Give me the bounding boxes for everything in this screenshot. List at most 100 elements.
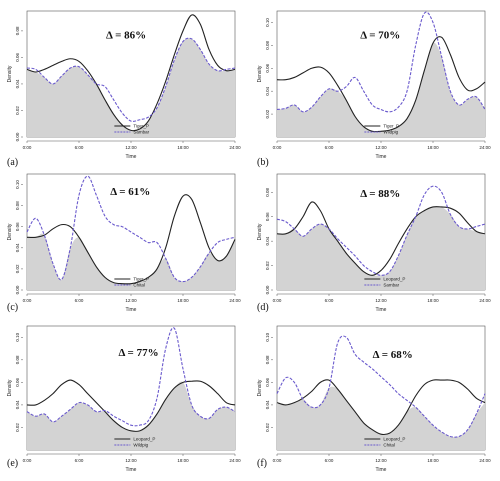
x-tick-label: 0:00 xyxy=(273,145,282,150)
x-tick-label: 18:00 xyxy=(177,298,189,303)
x-tick-label: 0:00 xyxy=(23,298,32,303)
panel-label: (d) xyxy=(257,302,269,313)
y-axis-title: Density xyxy=(7,223,13,240)
legend-entry: Tiger_P xyxy=(383,124,399,129)
x-tick-label: 0:00 xyxy=(273,298,282,303)
y-tick-label: 0.08 xyxy=(15,26,20,35)
overlap-area xyxy=(27,381,235,450)
series-line-wildpig xyxy=(26,327,236,427)
chart-panel-a: 0:00 6:00 12:00 18:00 24:00 0.00 0.02 0.04 0.06 0… xyxy=(7,10,241,168)
legend-entry: Wildpig xyxy=(133,443,148,448)
x-tick-label: 6:00 xyxy=(325,145,334,150)
legend-entry: Sambar xyxy=(133,130,149,135)
chart-panel-e: 0:00 6:00 12:00 18:00 24:00 0.02 0.04 0.06 0.08 0… xyxy=(7,325,241,473)
x-tick-label: 24:00 xyxy=(229,298,241,303)
chart-panel-b: 0:00 6:00 12:00 18:00 24:00 0.02 0.04 0.06 0.08 0… xyxy=(257,10,491,168)
y-tick-label: 0.06 xyxy=(15,53,20,62)
x-axis-title: Time xyxy=(376,307,387,313)
legend-entry: Leopard_P xyxy=(133,437,155,442)
x-tick-label: 18:00 xyxy=(427,458,439,463)
panel-label: (f) xyxy=(257,458,267,469)
legend-entry: Tiger_P xyxy=(133,124,149,129)
series-line-sambar xyxy=(26,37,236,122)
x-tick-label: 6:00 xyxy=(325,298,334,303)
x-tick-label: 18:00 xyxy=(427,145,439,150)
overlap-area xyxy=(277,206,485,290)
series-line-tiger-p xyxy=(276,36,486,133)
x-axis-title: Time xyxy=(126,467,137,473)
y-tick-label: 0.04 xyxy=(265,400,270,409)
y-tick-label: 0.08 xyxy=(15,201,20,210)
y-axis-title: Density xyxy=(257,65,263,82)
y-tick-label: 0.02 xyxy=(15,264,20,273)
x-axis-title: Time xyxy=(376,467,387,473)
y-axis-title: Density xyxy=(257,223,263,240)
chart-panel-f: 0:00 6:00 12:00 18:00 24:00 0.02 0.04 0.06 0.08 0… xyxy=(257,325,491,473)
panel-label: (e) xyxy=(7,458,18,469)
y-tick-label: 0.04 xyxy=(265,236,270,245)
legend-entry: Tiger_P xyxy=(133,277,149,282)
x-tick-label: 12:00 xyxy=(125,145,137,150)
y-tick-label: 0.02 xyxy=(265,109,270,118)
x-tick-label: 12:00 xyxy=(125,458,137,463)
y-tick-label: 0.08 xyxy=(265,187,270,196)
series-line-tiger-p xyxy=(26,14,236,132)
y-tick-label: 0.06 xyxy=(15,222,20,231)
y-tick-label: 0.02 xyxy=(15,106,20,115)
x-axis-title: Time xyxy=(376,154,387,160)
overlap-coefficient-label: Δ = 70% xyxy=(360,30,400,42)
series-line-leopard-p xyxy=(26,379,236,432)
y-tick-label: 0.00 xyxy=(15,285,20,294)
series-line-chital xyxy=(26,175,236,283)
x-tick-label: 12:00 xyxy=(375,458,387,463)
x-tick-label: 18:00 xyxy=(177,145,189,150)
y-tick-label: 0.06 xyxy=(265,212,270,221)
x-tick-label: 24:00 xyxy=(229,145,241,150)
x-tick-label: 18:00 xyxy=(427,298,439,303)
y-tick-label: 0.02 xyxy=(265,423,270,432)
y-tick-label: 0.06 xyxy=(265,377,270,386)
panel-label: (a) xyxy=(7,157,18,168)
y-axis-title: Density xyxy=(257,379,263,396)
overlap-coefficient-label: Δ = 88% xyxy=(360,188,400,200)
y-tick-label: 0.00 xyxy=(265,285,270,294)
y-tick-label: 0.08 xyxy=(265,40,270,49)
x-tick-label: 0:00 xyxy=(273,458,282,463)
panel-label: (c) xyxy=(7,302,18,313)
y-tick-label: 0.10 xyxy=(15,332,20,341)
series-line-wildpig xyxy=(276,11,486,113)
series-line-leopard-p xyxy=(276,201,486,276)
y-tick-label: 0.10 xyxy=(265,18,270,27)
y-axis-title: Density xyxy=(7,65,13,82)
y-tick-label: 0.10 xyxy=(15,180,20,189)
y-tick-label: 0.08 xyxy=(15,355,20,364)
x-tick-label: 24:00 xyxy=(229,458,241,463)
x-tick-label: 6:00 xyxy=(75,458,84,463)
chart-panel-d: 0:00 6:00 12:00 18:00 24:00 0.00 0.02 0.04 0.06 0… xyxy=(257,173,491,313)
overlap-coefficient-label: Δ = 86% xyxy=(106,30,146,42)
series-line-chital xyxy=(276,335,486,438)
x-tick-label: 12:00 xyxy=(375,145,387,150)
y-tick-label: 0.04 xyxy=(15,243,20,252)
panel-label: (b) xyxy=(257,157,269,168)
y-tick-label: 0.02 xyxy=(15,423,20,432)
y-tick-label: 0.04 xyxy=(15,400,20,409)
y-axis-title: Density xyxy=(7,379,13,396)
y-tick-label: 0.06 xyxy=(15,377,20,386)
overlap-area xyxy=(27,38,235,138)
series-line-leopard-p xyxy=(276,379,486,436)
x-tick-label: 24:00 xyxy=(479,298,491,303)
x-tick-label: 18:00 xyxy=(177,458,189,463)
x-tick-label: 24:00 xyxy=(479,458,491,463)
x-tick-label: 0:00 xyxy=(23,458,32,463)
y-tick-label: 0.04 xyxy=(265,86,270,95)
overlap-area xyxy=(277,386,485,450)
x-tick-label: 24:00 xyxy=(479,145,491,150)
x-axis-title: Time xyxy=(126,307,137,313)
y-tick-label: 0.00 xyxy=(15,132,20,141)
x-axis-title: Time xyxy=(126,154,137,160)
legend-entry: Sambar xyxy=(383,283,399,288)
y-tick-label: 0.10 xyxy=(265,332,270,341)
x-tick-label: 6:00 xyxy=(325,458,334,463)
series-line-sambar xyxy=(276,185,486,276)
